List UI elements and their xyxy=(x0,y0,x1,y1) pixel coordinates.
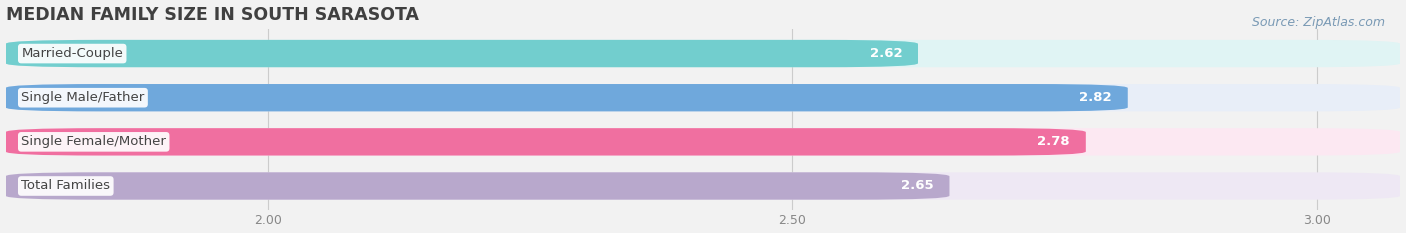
Text: MEDIAN FAMILY SIZE IN SOUTH SARASOTA: MEDIAN FAMILY SIZE IN SOUTH SARASOTA xyxy=(6,6,419,24)
FancyBboxPatch shape xyxy=(6,40,918,67)
FancyBboxPatch shape xyxy=(6,128,1400,156)
Text: Source: ZipAtlas.com: Source: ZipAtlas.com xyxy=(1251,16,1385,29)
Text: Single Male/Father: Single Male/Father xyxy=(21,91,145,104)
FancyBboxPatch shape xyxy=(6,172,949,200)
FancyBboxPatch shape xyxy=(6,128,1085,156)
FancyBboxPatch shape xyxy=(6,40,1400,67)
FancyBboxPatch shape xyxy=(6,172,1400,200)
Text: 2.65: 2.65 xyxy=(901,179,934,192)
Text: 2.62: 2.62 xyxy=(870,47,903,60)
Text: 2.78: 2.78 xyxy=(1038,135,1070,148)
Text: 2.82: 2.82 xyxy=(1080,91,1112,104)
Text: Married-Couple: Married-Couple xyxy=(21,47,124,60)
Text: Total Families: Total Families xyxy=(21,179,110,192)
FancyBboxPatch shape xyxy=(6,84,1400,111)
FancyBboxPatch shape xyxy=(6,84,1128,111)
Text: Single Female/Mother: Single Female/Mother xyxy=(21,135,166,148)
